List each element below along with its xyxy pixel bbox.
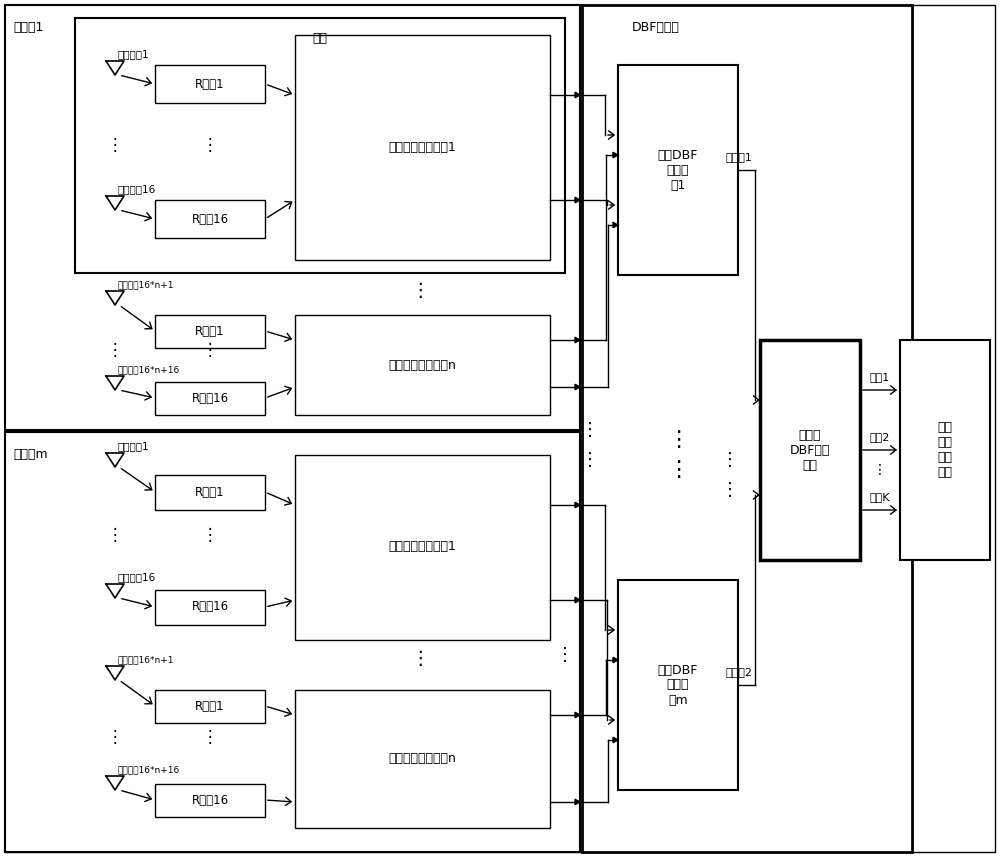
Text: ⋮: ⋮	[556, 646, 574, 664]
Text: ⋮: ⋮	[667, 430, 689, 450]
Text: ⋮: ⋮	[202, 341, 218, 359]
Bar	[295, 35, 550, 260]
Text: ⋮: ⋮	[667, 460, 689, 480]
Text: R组件16: R组件16	[191, 213, 229, 225]
Text: 多通道预处理模块1: 多通道预处理模块1	[388, 141, 456, 153]
Polygon shape	[613, 657, 618, 662]
Text: R组件1: R组件1	[195, 77, 225, 91]
Text: ⋮: ⋮	[581, 421, 599, 439]
Bar	[155, 382, 265, 415]
Text: 天线单元1: 天线单元1	[118, 441, 150, 451]
Text: 天线单元16: 天线单元16	[118, 572, 156, 582]
Text: ⋮: ⋮	[721, 451, 739, 469]
Text: 多通道预处理模块n: 多通道预处理模块n	[388, 752, 456, 765]
Polygon shape	[575, 384, 580, 390]
Text: ⋮: ⋮	[556, 256, 574, 274]
Text: 波束2: 波束2	[870, 432, 890, 442]
Text: 多通道预处理模块n: 多通道预处理模块n	[388, 358, 456, 371]
Text: ⋮: ⋮	[202, 728, 218, 746]
Text: ⋮: ⋮	[107, 341, 123, 359]
Text: ⋮: ⋮	[721, 481, 739, 499]
Text: R组件16: R组件16	[191, 794, 229, 806]
Bar	[5, 432, 580, 852]
Text: ⋮: ⋮	[202, 136, 218, 154]
Bar	[75, 18, 565, 273]
Bar	[760, 340, 860, 560]
Text: 子阵: 子阵	[312, 32, 328, 45]
Text: ⋮: ⋮	[410, 280, 430, 299]
Polygon shape	[575, 502, 580, 507]
Text: 第三级
DBF处理
模块: 第三级 DBF处理 模块	[790, 428, 830, 471]
Bar	[5, 5, 580, 430]
Text: ⋮: ⋮	[873, 463, 887, 477]
Polygon shape	[613, 222, 618, 228]
Text: 天线单元16*n+1: 天线单元16*n+1	[118, 655, 175, 664]
Polygon shape	[575, 597, 580, 602]
Bar	[155, 315, 265, 348]
Bar	[295, 455, 550, 640]
Polygon shape	[575, 93, 580, 98]
Text: 天线单元16*n+16: 天线单元16*n+16	[118, 765, 180, 774]
Text: ⋮: ⋮	[581, 451, 599, 469]
Text: 天线单元1: 天线单元1	[118, 49, 150, 59]
Bar	[155, 200, 265, 238]
Text: 子阵群m: 子阵群m	[13, 448, 48, 461]
Text: 子波束2: 子波束2	[725, 667, 752, 677]
Text: 天线单元16: 天线单元16	[118, 184, 156, 194]
Bar	[618, 580, 738, 790]
Bar	[295, 315, 550, 415]
Bar	[155, 65, 265, 103]
Text: R组件1: R组件1	[195, 325, 225, 338]
Text: R组件16: R组件16	[191, 601, 229, 614]
Text: 波束K: 波束K	[870, 492, 891, 502]
Text: R组件1: R组件1	[195, 699, 225, 712]
Text: DBF处理池: DBF处理池	[632, 21, 680, 34]
Text: ⋮: ⋮	[202, 526, 218, 544]
Bar	[155, 784, 265, 817]
Bar	[582, 5, 912, 852]
Text: 次级DBF
处理模
块m: 次级DBF 处理模 块m	[658, 663, 698, 706]
Polygon shape	[575, 712, 580, 718]
Bar	[900, 340, 990, 560]
Text: 次级DBF
处理模
块1: 次级DBF 处理模 块1	[658, 148, 698, 191]
Text: ⋮: ⋮	[410, 649, 430, 668]
Text: R组件16: R组件16	[191, 392, 229, 405]
Bar	[295, 690, 550, 828]
Text: 子阵群1: 子阵群1	[13, 21, 43, 34]
Bar	[618, 65, 738, 275]
Polygon shape	[575, 197, 580, 203]
Bar	[155, 590, 265, 625]
Text: 波束1: 波束1	[870, 372, 890, 382]
Text: 多通道预处理模块1: 多通道预处理模块1	[388, 541, 456, 554]
Text: 天线单元16*n+1: 天线单元16*n+1	[118, 280, 175, 289]
Polygon shape	[613, 153, 618, 158]
Polygon shape	[575, 800, 580, 805]
Text: ⋮: ⋮	[107, 526, 123, 544]
Text: 子波束1: 子波束1	[725, 152, 752, 162]
Text: ⋮: ⋮	[107, 136, 123, 154]
Text: ⋮: ⋮	[107, 728, 123, 746]
Text: 天线单元16*n+16: 天线单元16*n+16	[118, 365, 180, 374]
Bar	[155, 690, 265, 723]
Polygon shape	[613, 737, 618, 743]
Text: 基带
信号
处理
设备: 基带 信号 处理 设备	[938, 421, 952, 479]
Bar	[155, 475, 265, 510]
Text: R组件1: R组件1	[195, 486, 225, 499]
Polygon shape	[575, 338, 580, 343]
